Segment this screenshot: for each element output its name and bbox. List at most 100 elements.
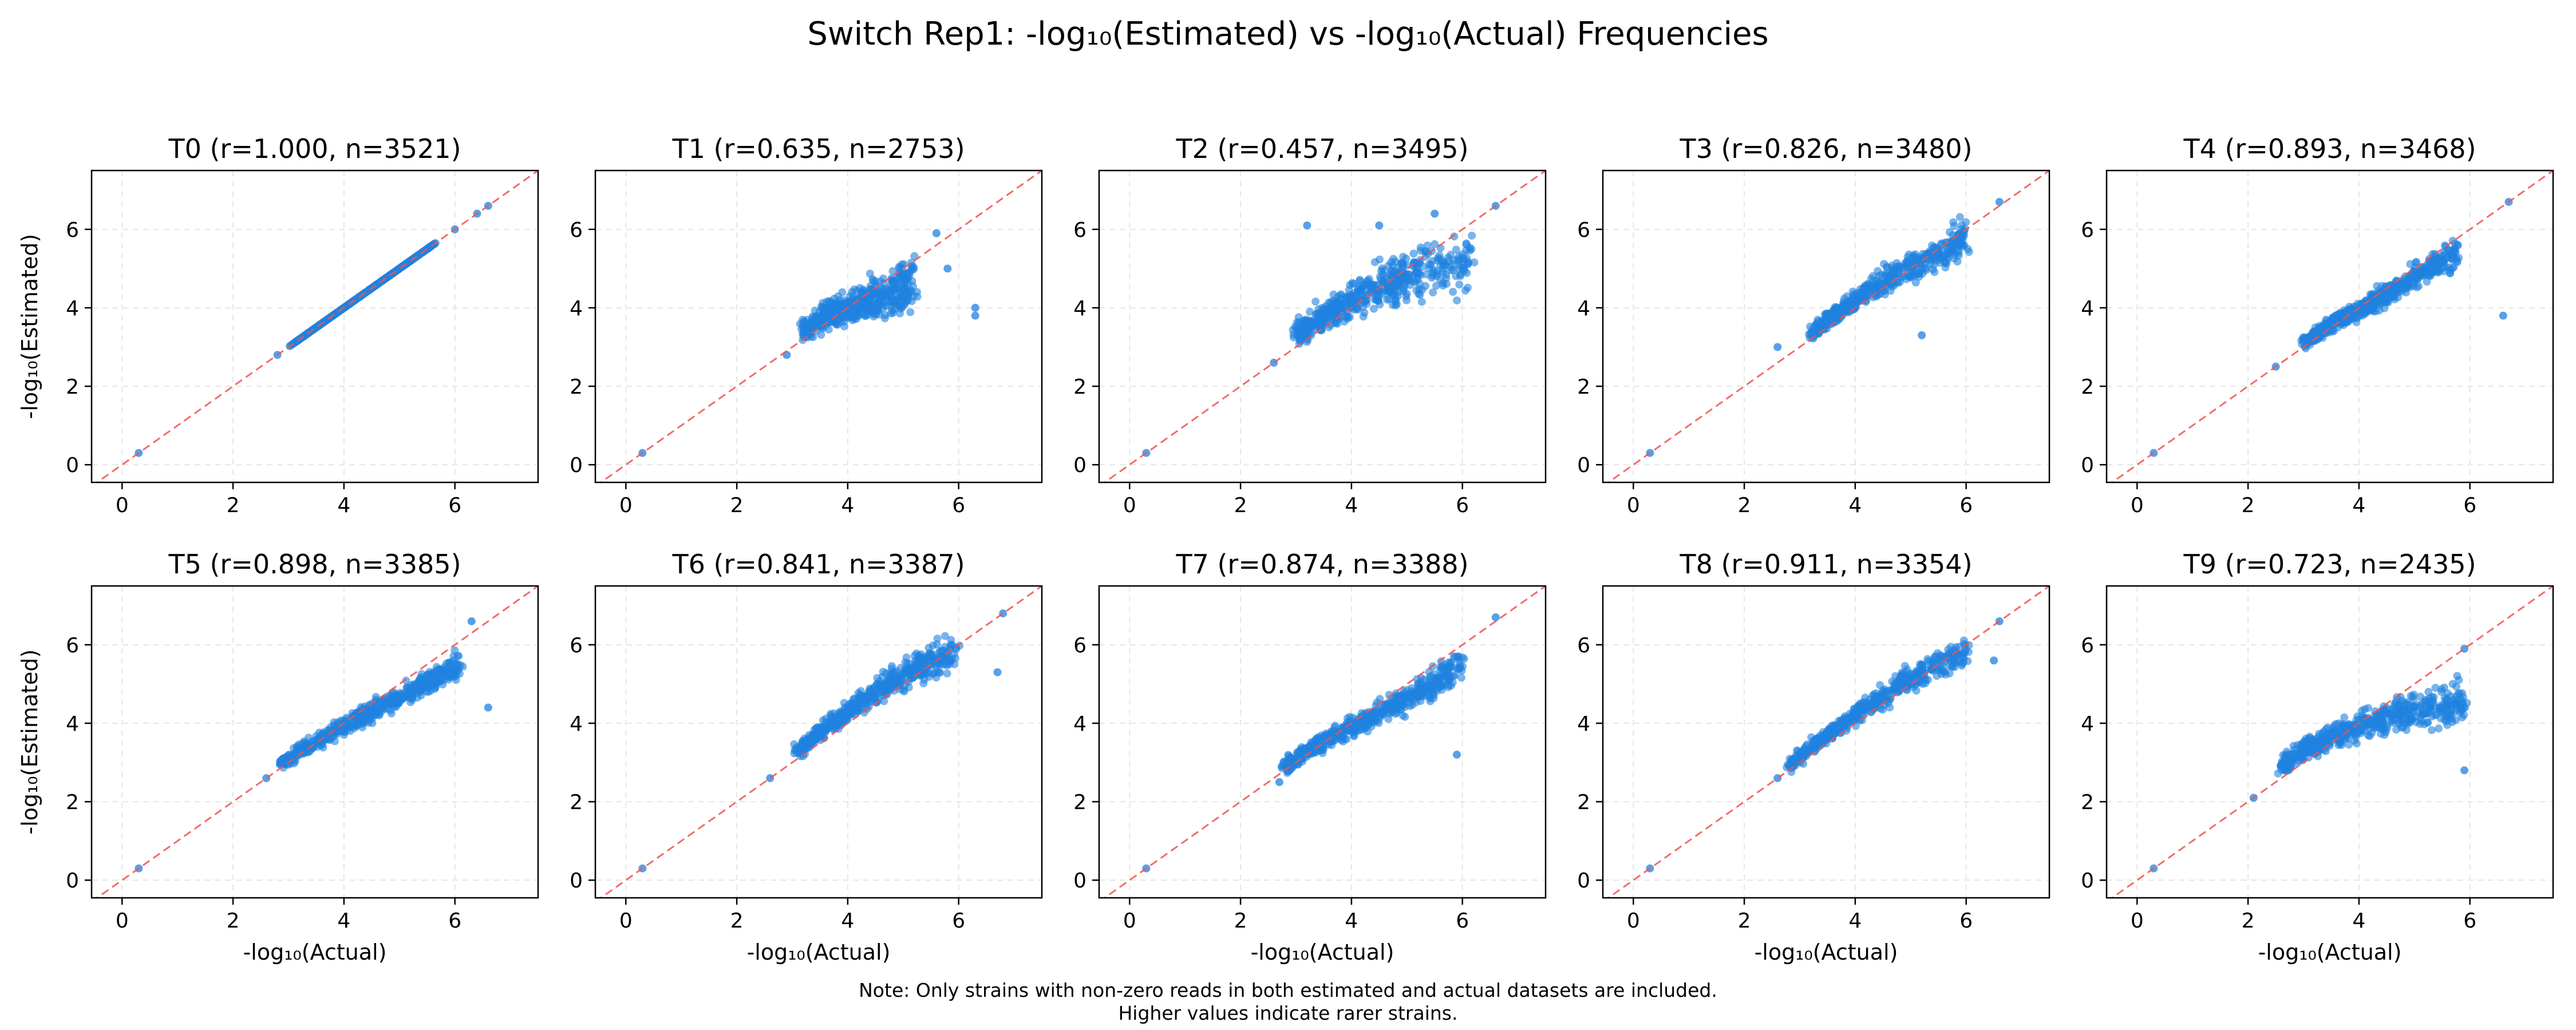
x-tick-label: 4 [337, 494, 350, 517]
data-point [438, 671, 447, 679]
data-point [1379, 290, 1388, 298]
diagonal-reference-line [1103, 586, 1546, 898]
data-point [1432, 272, 1441, 280]
data-point [1463, 283, 1472, 292]
x-tick-label: 6 [448, 909, 461, 933]
data-point [430, 679, 438, 687]
data-point [1940, 668, 1949, 676]
axes-frame [594, 169, 1043, 484]
data-point [1889, 271, 1898, 280]
data-point [1913, 670, 1922, 679]
diagonal-reference-line [1103, 171, 1546, 482]
data-point [929, 641, 937, 650]
data-point [1437, 663, 1446, 671]
data-point [933, 634, 942, 643]
x-tick-label: 4 [337, 909, 350, 933]
x-tick-label: 2 [730, 494, 744, 517]
plot-area [2111, 171, 2553, 482]
data-point [331, 728, 340, 737]
data-point [1327, 311, 1336, 320]
axes-frame [1098, 169, 1547, 484]
data-point [1371, 716, 1380, 724]
data-point [1452, 245, 1460, 254]
data-point [1916, 660, 1925, 668]
data-point [1453, 296, 1461, 305]
data-point [900, 287, 909, 296]
data-point [428, 669, 437, 678]
data-point [1404, 270, 1413, 279]
data-point [848, 288, 856, 296]
data-point [1362, 277, 1371, 286]
data-point [1429, 288, 1437, 296]
data-point [993, 668, 1002, 676]
y-axis-label: -log₁₀(Estimated) [17, 649, 42, 835]
data-point [1901, 661, 1909, 670]
data-point [1449, 652, 1458, 661]
data-point [1285, 757, 1294, 766]
data-point [833, 720, 842, 729]
data-point [1346, 281, 1354, 290]
data-point [1306, 307, 1314, 316]
data-point [907, 264, 916, 272]
y-tick-label: 0 [570, 869, 583, 893]
data-point [2406, 260, 2415, 268]
data-point [1464, 260, 1472, 268]
x-tick-label: 4 [2352, 494, 2365, 517]
y-tick-label: 4 [1577, 297, 1590, 320]
subplot-title: T7 (r=0.874, n=3388) [1175, 549, 1468, 580]
data-point [2397, 287, 2406, 296]
y-tick-label: 4 [66, 297, 79, 320]
data-point [1431, 240, 1439, 248]
data-point [1874, 267, 1882, 275]
data-point [808, 314, 817, 323]
data-point [1387, 258, 1396, 267]
x-axis-label: -log₁₀(Actual) [1251, 940, 1394, 965]
data-point [340, 728, 349, 736]
plot-area [96, 586, 538, 898]
data-point [1333, 728, 1341, 736]
data-point [827, 713, 836, 722]
data-point [852, 315, 861, 323]
data-point [1324, 740, 1333, 749]
y-tick-label: 2 [66, 791, 79, 814]
data-point [904, 665, 912, 674]
data-point [1444, 676, 1453, 684]
data-point [942, 654, 951, 663]
data-point [445, 673, 454, 682]
data-point [1832, 314, 1840, 323]
data-point [1353, 306, 1362, 314]
x-tick-label: 6 [1456, 909, 1469, 933]
data-point [467, 617, 476, 625]
data-point [866, 697, 874, 706]
data-point [880, 314, 889, 323]
y-tick-label: 6 [2081, 219, 2094, 242]
data-point [943, 264, 952, 273]
data-point [1400, 703, 1409, 711]
data-point [330, 737, 339, 746]
data-point [1417, 298, 1426, 306]
data-point [1845, 714, 1854, 723]
data-point [1928, 254, 1937, 263]
data-point [850, 303, 859, 311]
data-point [1850, 704, 1859, 713]
y-tick-label: 0 [66, 454, 79, 477]
data-point [1428, 257, 1437, 266]
data-point [1275, 778, 1283, 786]
data-point [1462, 239, 1471, 248]
data-point [1356, 276, 1364, 284]
data-point [1841, 720, 1850, 729]
data-point [894, 678, 902, 686]
data-point [1343, 314, 1352, 323]
data-point [1362, 299, 1371, 308]
plot-area [1607, 171, 2049, 482]
data-point [936, 647, 945, 655]
data-point [1311, 748, 1319, 757]
data-point [342, 715, 351, 724]
data-point [824, 325, 833, 334]
data-point [1839, 302, 1847, 310]
data-point [1915, 260, 1923, 268]
data-point [901, 658, 910, 667]
data-point [2338, 310, 2347, 318]
